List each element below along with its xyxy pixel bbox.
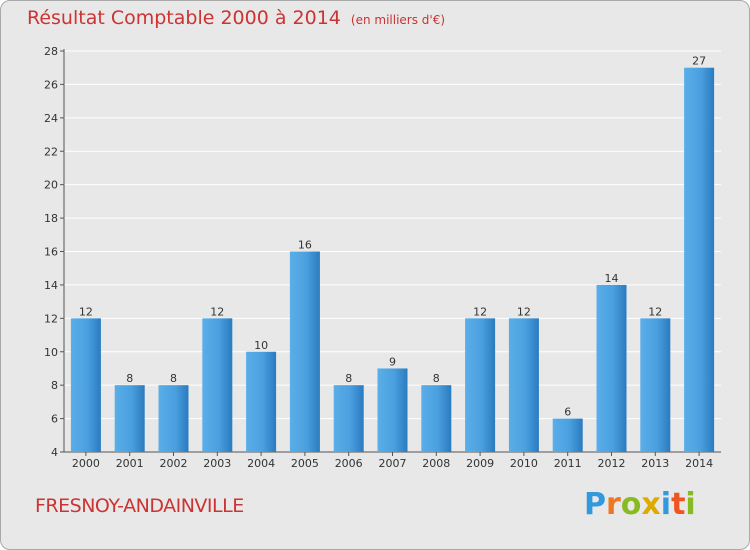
data-label-2004: 10 — [254, 339, 268, 352]
x-tick-label-2014: 2014 — [685, 457, 713, 470]
x-tick-label-2010: 2010 — [510, 457, 538, 470]
logo-letter: i — [660, 487, 672, 522]
data-label-2009: 12 — [473, 305, 487, 318]
x-tick-label-2002: 2002 — [160, 457, 188, 470]
data-label-2014: 27 — [692, 55, 706, 68]
proxiti-logo: Proxiti — [584, 487, 696, 522]
x-tick-label-2012: 2012 — [598, 457, 626, 470]
x-tick-label-2001: 2001 — [116, 457, 144, 470]
data-label-2005: 16 — [298, 239, 312, 252]
bar-2005 — [289, 251, 320, 452]
data-label-2002: 8 — [170, 372, 177, 385]
bar-2014 — [684, 67, 715, 452]
y-tick-label: 6 — [51, 413, 58, 426]
bars: 12 8 8 12 10 16 8 9 8 12 12 6 14 12 27 — [70, 55, 715, 452]
logo-letter: x — [641, 487, 661, 522]
y-tick-label: 16 — [44, 246, 58, 259]
data-label-2007: 9 — [389, 355, 396, 368]
data-label-2010: 12 — [517, 305, 531, 318]
y-tick-label: 10 — [44, 346, 58, 359]
x-tick-label-2005: 2005 — [291, 457, 319, 470]
logo-letter: o — [620, 487, 642, 522]
chart-subtitle: (en milliers d'€) — [350, 13, 446, 27]
chart-title-text: Résultat Comptable 2000 à 2014 — [27, 7, 341, 29]
logo-letter: i — [685, 487, 696, 522]
bar-2011 — [552, 418, 583, 452]
x-tick-label-2007: 2007 — [379, 457, 407, 470]
bar-2006 — [333, 385, 364, 452]
data-label-2000: 12 — [79, 305, 93, 318]
x-tick-label-2008: 2008 — [422, 457, 450, 470]
bar-2003 — [202, 318, 233, 452]
logo-letter: P — [584, 487, 606, 522]
bar-2013 — [640, 318, 671, 452]
data-label-2003: 12 — [210, 305, 224, 318]
y-tick-label: 8 — [51, 379, 58, 392]
bar-2004 — [246, 351, 277, 452]
y-tick-label: 14 — [44, 279, 58, 292]
x-tick-label-2011: 2011 — [554, 457, 582, 470]
axes: 4 6 8 10 12 14 16 18 20 22 24 26 28 2000 2001 2002 2003 2… — [44, 45, 721, 470]
y-tick-label: 28 — [44, 45, 58, 58]
bar-2012 — [596, 284, 627, 452]
bar-2008 — [421, 385, 452, 452]
bar-2002 — [158, 385, 189, 452]
bar-2010 — [508, 318, 539, 452]
y-tick-label: 26 — [44, 78, 58, 91]
data-label-2008: 8 — [433, 372, 440, 385]
bar-2009 — [465, 318, 496, 452]
bar-2000 — [70, 318, 101, 452]
commune-name: FRESNOY-ANDAINVILLE — [35, 495, 244, 517]
x-tick-label-2003: 2003 — [203, 457, 231, 470]
x-tick-label-2000: 2000 — [72, 457, 100, 470]
data-label-2011: 6 — [564, 406, 571, 419]
x-tick-label-2009: 2009 — [466, 457, 494, 470]
bar-2007 — [377, 368, 408, 452]
y-tick-label: 22 — [44, 145, 58, 158]
x-tick-label-2013: 2013 — [641, 457, 669, 470]
y-tick-label: 12 — [44, 312, 58, 325]
x-tick-label-2006: 2006 — [335, 457, 363, 470]
data-label-2006: 8 — [345, 372, 352, 385]
y-tick-label: 18 — [44, 212, 58, 225]
chart-title: Résultat Comptable 2000 à 2014 (en millie… — [27, 7, 445, 29]
bar-2001 — [114, 385, 145, 452]
logo-letter: r — [606, 487, 621, 522]
y-tick-label: 4 — [51, 446, 58, 459]
data-label-2013: 12 — [648, 305, 662, 318]
y-tick-label: 24 — [44, 112, 58, 125]
data-label-2012: 14 — [605, 272, 619, 285]
data-label-2001: 8 — [126, 372, 133, 385]
y-tick-label: 20 — [44, 179, 58, 192]
x-tick-label-2004: 2004 — [247, 457, 275, 470]
logo-letter: t — [671, 487, 686, 522]
